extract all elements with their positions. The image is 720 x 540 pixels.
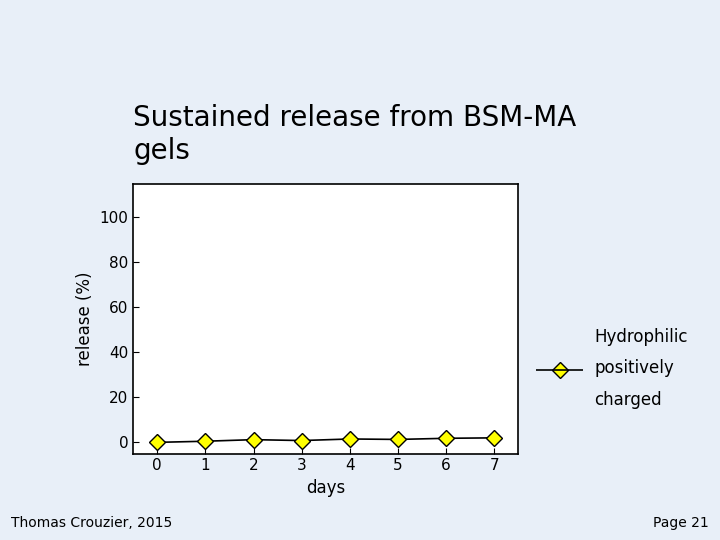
X-axis label: days: days [306, 479, 346, 497]
Text: Hydrophilic: Hydrophilic [594, 328, 688, 346]
Text: positively: positively [594, 359, 674, 377]
Text: Thomas Crouzier, 2015: Thomas Crouzier, 2015 [11, 516, 172, 530]
Text: Sustained release from BSM-MA
gels: Sustained release from BSM-MA gels [133, 104, 577, 165]
Text: charged: charged [594, 391, 662, 409]
Text: Page 21: Page 21 [654, 516, 709, 530]
Y-axis label: release (%): release (%) [76, 271, 94, 366]
